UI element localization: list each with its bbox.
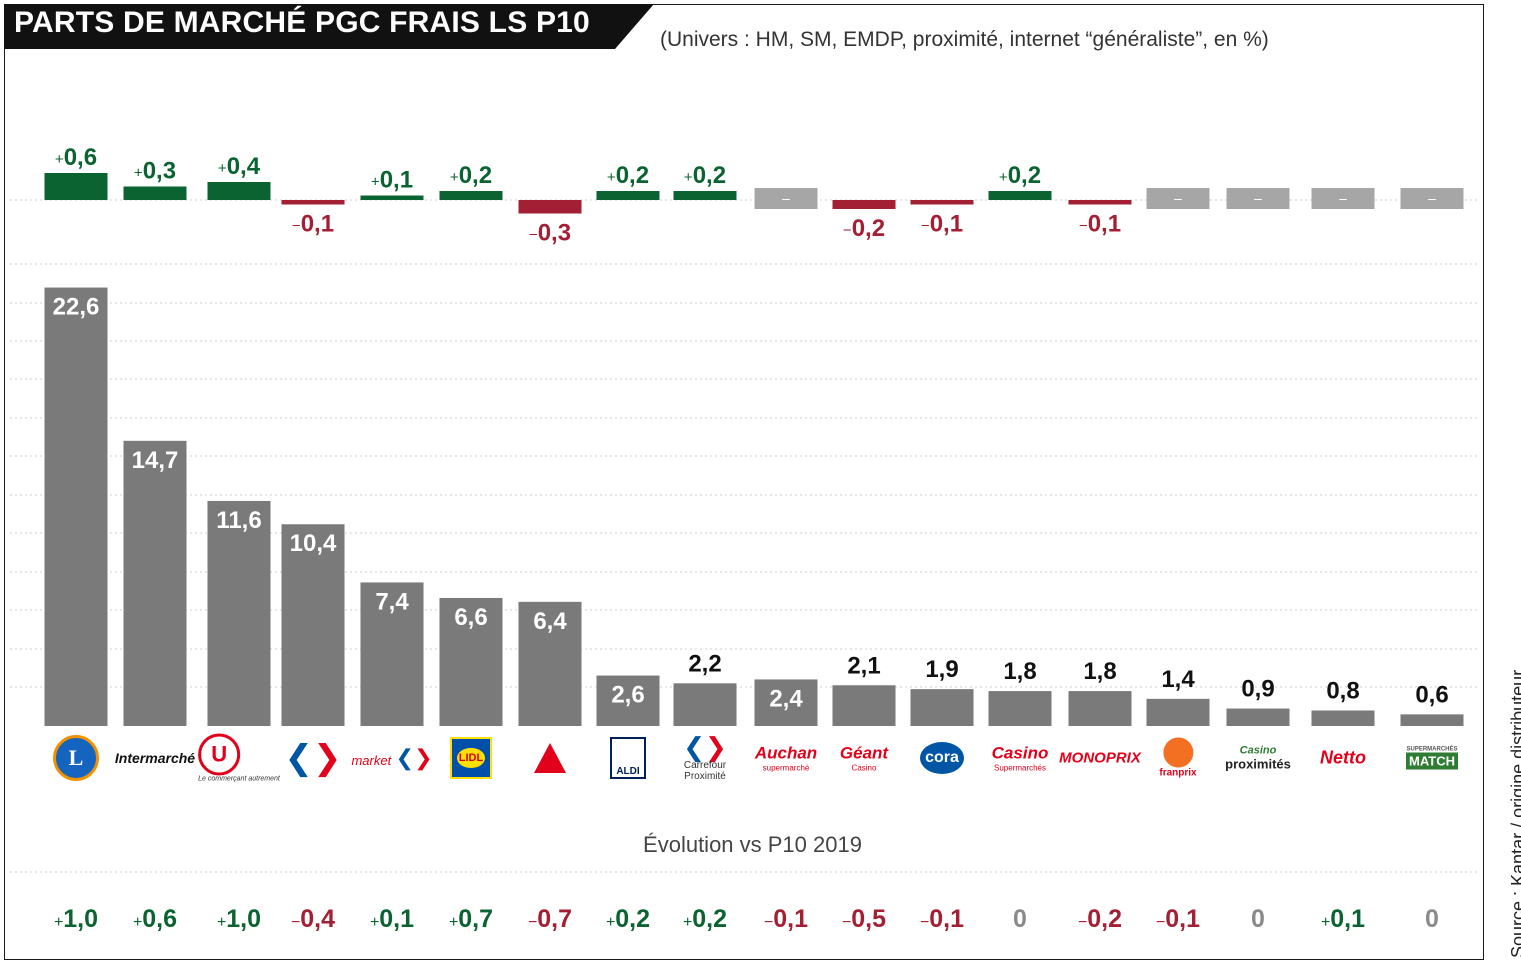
change-bar-neutral <box>1226 188 1290 209</box>
evolution-value: +0,2 <box>683 905 727 933</box>
change-bar <box>207 182 271 200</box>
share-value-label: 2,2 <box>688 650 721 677</box>
change-value-label: – <box>1339 190 1347 206</box>
change-value-label: – <box>1174 190 1182 206</box>
share-bar <box>910 689 974 726</box>
evolution-value: −0,5 <box>842 905 886 933</box>
change-value-label: +0,2 <box>999 162 1041 189</box>
share-bar <box>44 287 108 726</box>
chart-title: PARTS DE MARCHÉ PGC FRAIS LS P10 <box>14 6 590 39</box>
change-value-label: +0,2 <box>684 162 726 189</box>
evolution-value: −0,1 <box>764 905 808 933</box>
change-bar <box>439 191 503 200</box>
share-value-label: 2,1 <box>847 652 880 679</box>
share-value-label: 1,8 <box>1003 658 1036 685</box>
share-bar <box>360 582 424 726</box>
change-value-label: −0,2 <box>843 215 885 242</box>
share-bar <box>439 597 503 726</box>
evolution-value: +0,6 <box>133 905 177 933</box>
share-value-label: 0,6 <box>1415 681 1448 708</box>
share-value-label: 2,4 <box>769 685 803 712</box>
evolution-value: 0 <box>1251 905 1265 933</box>
change-bar-neutral <box>754 188 818 209</box>
change-value-label: +0,2 <box>607 162 649 189</box>
share-value-label: 0,8 <box>1326 677 1359 704</box>
share-value-label: 11,6 <box>216 507 261 534</box>
share-value-label: 22,6 <box>53 294 100 321</box>
title-banner <box>4 4 654 49</box>
change-bar-neutral <box>1400 188 1464 209</box>
share-bar <box>596 675 660 726</box>
evolution-title: Évolution vs P10 2019 <box>643 832 862 857</box>
change-bar <box>44 173 108 200</box>
change-value-label: – <box>782 190 790 206</box>
change-value-label: −0,1 <box>1079 211 1121 238</box>
evolution-value: +0,7 <box>449 905 493 933</box>
evolution-value: +0,1 <box>370 905 414 933</box>
evolution-value: +1,0 <box>54 905 98 933</box>
chart-frame <box>4 4 1484 960</box>
evolution-value: −0,7 <box>528 905 572 933</box>
share-value-label: 1,9 <box>925 656 958 683</box>
share-bar <box>754 679 818 726</box>
share-bar <box>518 601 582 726</box>
share-value-label: 7,4 <box>375 588 409 615</box>
evolution-value: +1,0 <box>217 905 261 933</box>
chart-subtitle: (Univers : HM, SM, EMDP, proximité, inte… <box>660 28 1269 51</box>
share-bar <box>1400 714 1464 726</box>
change-bar <box>1068 200 1132 205</box>
share-bar <box>1311 710 1375 726</box>
share-bar <box>988 691 1052 726</box>
change-bar <box>518 200 582 214</box>
change-value-label: +0,2 <box>450 162 492 189</box>
evolution-value: 0 <box>1013 905 1027 933</box>
share-bar <box>281 524 345 726</box>
change-value-label: – <box>1428 190 1436 206</box>
change-value-label: +0,3 <box>134 158 176 185</box>
share-bar <box>123 440 187 726</box>
share-value-label: 6,4 <box>533 608 567 635</box>
evolution-value: −0,1 <box>1156 905 1200 933</box>
change-bar <box>123 186 187 200</box>
change-bar <box>832 200 896 209</box>
share-value-label: 6,6 <box>454 604 487 631</box>
change-bar-neutral <box>1311 188 1375 209</box>
evolution-value: −0,1 <box>920 905 964 933</box>
change-bar <box>673 191 737 200</box>
share-value-label: 1,8 <box>1083 658 1116 685</box>
change-value-label: – <box>1254 190 1262 206</box>
change-bar <box>910 200 974 205</box>
share-bar <box>1146 698 1210 726</box>
share-bar <box>1226 708 1290 726</box>
evolution-value: −0,4 <box>291 905 335 933</box>
change-bar <box>281 200 345 205</box>
share-value-label: 2,6 <box>611 682 644 709</box>
evolution-value: 0 <box>1425 905 1439 933</box>
change-bar <box>596 191 660 200</box>
share-bar <box>207 500 271 726</box>
change-value-label: −0,3 <box>529 220 571 247</box>
change-value-label: +0,6 <box>55 144 97 171</box>
source-note: Source : Kantar / origine distributeur <box>1508 669 1521 958</box>
change-value-label: −0,1 <box>292 211 334 238</box>
change-bar-neutral <box>1146 188 1210 209</box>
change-bar <box>360 195 424 200</box>
share-bar <box>673 683 737 726</box>
change-bar <box>988 191 1052 200</box>
evolution-value: −0,2 <box>1078 905 1122 933</box>
change-value-label: −0,1 <box>921 211 963 238</box>
share-value-label: 10,4 <box>290 530 337 557</box>
change-value-label: +0,1 <box>371 167 413 194</box>
share-bar <box>1068 691 1132 726</box>
evolution-value: +0,2 <box>606 905 650 933</box>
share-value-label: 14,7 <box>132 447 179 474</box>
share-bar <box>832 685 896 726</box>
share-value-label: 1,4 <box>1161 666 1195 693</box>
evolution-value: +0,1 <box>1321 905 1365 933</box>
share-value-label: 0,9 <box>1241 676 1274 703</box>
change-value-label: +0,4 <box>218 153 261 180</box>
